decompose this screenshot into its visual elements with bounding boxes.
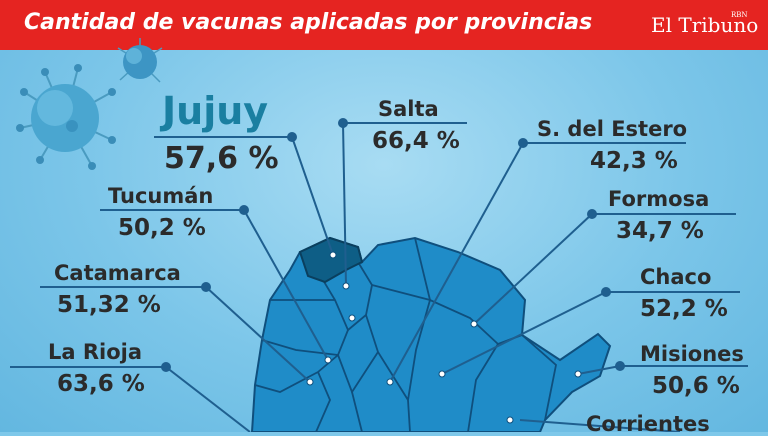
label-chaco-value: 52,2 % [640, 296, 728, 322]
label-sdelestero-value: 42,3 % [590, 148, 678, 174]
jujuy-region [298, 236, 364, 284]
header-bar: Cantidad de vacunas aplicadas por provin… [0, 0, 768, 50]
label-jujuy-value: 57,6 % [164, 141, 279, 176]
label-formosa-value: 34,7 % [616, 218, 704, 244]
label-larioja-name: La Rioja [48, 340, 143, 364]
label-jujuy-name: Jujuy [162, 89, 269, 133]
newspaper-logo: El Tribuno RBN [651, 11, 759, 37]
label-salta-name: Salta [378, 97, 439, 121]
label-tucuman-name: Tucumán [108, 184, 214, 208]
leader-dots [161, 118, 625, 372]
virus-icon [16, 64, 116, 170]
page-title: Cantidad de vacunas aplicadas por provin… [24, 10, 593, 35]
label-corrientes-name: Corrientes [586, 412, 710, 436]
label-larioja-value: 63,6 % [57, 371, 145, 397]
country-shape [250, 236, 612, 432]
map-dots [306, 251, 582, 424]
label-salta-value: 66,4 % [372, 128, 460, 154]
virus-icon [117, 38, 163, 83]
label-sdelestero-name: S. del Estero [537, 117, 688, 141]
label-catamarca-name: Catamarca [54, 261, 181, 285]
logo-sup: RBN [731, 11, 748, 19]
logo-text: El Tribuno [651, 13, 759, 37]
label-misiones-value: 50,6 % [652, 373, 740, 399]
label-catamarca-value: 51,32 % [57, 292, 161, 318]
label-misiones-name: Misiones [640, 342, 744, 366]
leader-lines [10, 122, 748, 432]
label-formosa-name: Formosa [608, 187, 710, 211]
label-tucuman-value: 50,2 % [118, 215, 206, 241]
label-chaco-name: Chaco [640, 265, 712, 289]
